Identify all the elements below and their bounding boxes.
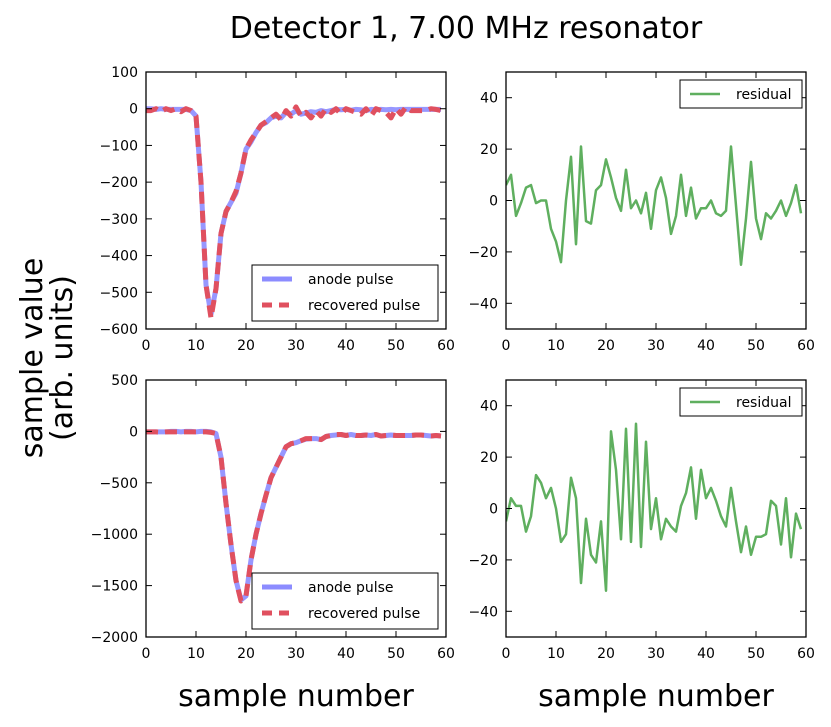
y-tick-label: −600	[100, 322, 138, 338]
panel-bottom-left: 0 10 20 30 40 50 60 500 0 −500 −1000 −1500 −2000 anod…	[91, 373, 455, 662]
x-tick-label: 40	[337, 338, 355, 354]
y-tick-label: −40	[468, 296, 498, 312]
x-tick-label: 60	[797, 646, 815, 662]
x-tick-label: 60	[797, 338, 815, 354]
y-tick-label: −1000	[91, 527, 138, 543]
legend-label: anode pulse	[308, 272, 394, 288]
y-tick-label: −200	[100, 175, 138, 191]
legend-label: recovered pulse	[308, 298, 420, 314]
plot-frame	[505, 71, 807, 330]
x-tick-label: 50	[387, 646, 405, 662]
y-tick-label: 20	[480, 142, 498, 158]
x-tick-label: 10	[547, 338, 565, 354]
y-tick-label: 20	[480, 450, 498, 466]
y-tick-label: −400	[100, 249, 138, 265]
series-line-recovered-pulse	[146, 429, 442, 604]
legend: anode pulse recovered pulse	[251, 572, 439, 630]
y-tick-label: 0	[489, 502, 498, 518]
y-tick-label: −500	[100, 285, 138, 301]
x-tick-label: 0	[502, 646, 511, 662]
x-tick-label: 50	[387, 338, 405, 354]
y-tick-label: −100	[100, 138, 138, 154]
y-tick-label: −500	[100, 476, 138, 492]
panel-top-left: 0 10 20 30 40 50 60 100 0 −100 −200 −300 −400 −500 −60…	[100, 65, 455, 354]
series-line-residual	[506, 145, 803, 267]
legend-label: residual	[736, 395, 791, 411]
y-tick-label: 0	[129, 102, 138, 118]
x-tick-label: 60	[437, 338, 455, 354]
legend: anode pulse recovered pulse	[251, 264, 439, 322]
x-tick-label: 10	[187, 338, 205, 354]
series-group	[146, 104, 442, 321]
series-line-recovered-pulse	[146, 104, 442, 321]
x-tick-label: 10	[187, 646, 205, 662]
y-tick-label: 100	[111, 65, 138, 81]
legend: residual	[679, 387, 803, 417]
y-axis-label-line1: sample value	[15, 258, 50, 459]
legend: residual	[679, 79, 803, 109]
series-line-anode-pulse	[146, 106, 441, 317]
x-tick-label: 50	[747, 338, 765, 354]
x-tick-label: 40	[337, 646, 355, 662]
x-tick-label: 0	[142, 646, 151, 662]
y-tick-label: −2000	[91, 630, 138, 646]
x-tick-label: 30	[647, 646, 665, 662]
series-group	[506, 145, 803, 267]
x-tick-label: 50	[747, 646, 765, 662]
y-tick-label: 40	[480, 399, 498, 415]
x-tick-label: 20	[597, 646, 615, 662]
y-tick-label: 0	[489, 194, 498, 210]
x-tick-label: 60	[437, 646, 455, 662]
y-tick-label: 500	[111, 373, 138, 389]
panel-bottom-right: 0 10 20 30 40 50 60 40 20 0 −20 −40 residual	[468, 379, 815, 662]
x-tick-label: 20	[237, 338, 255, 354]
series-group	[146, 428, 442, 604]
legend-box	[251, 264, 439, 322]
x-tick-label: 30	[287, 646, 305, 662]
series-group	[506, 422, 803, 592]
x-tick-label: 10	[547, 646, 565, 662]
legend-label: anode pulse	[308, 580, 394, 596]
x-tick-label: 20	[237, 646, 255, 662]
legend-label: residual	[736, 87, 791, 103]
x-tick-label: 0	[142, 338, 151, 354]
x-tick-label: 30	[647, 338, 665, 354]
x-tick-label: 40	[697, 338, 715, 354]
y-tick-label: −1500	[91, 579, 138, 595]
x-axis-label-right: sample number	[538, 679, 774, 714]
y-tick-label: −20	[468, 553, 498, 569]
y-tick-label: −20	[468, 245, 498, 261]
figure-title: Detector 1, 7.00 MHz resonator	[230, 11, 703, 46]
y-tick-label: −300	[100, 212, 138, 228]
y-tick-label: 0	[129, 424, 138, 440]
legend-label: recovered pulse	[308, 606, 420, 622]
x-tick-label: 20	[597, 338, 615, 354]
x-tick-label: 40	[697, 646, 715, 662]
x-tick-label: 0	[502, 338, 511, 354]
y-tick-label: 40	[480, 91, 498, 107]
y-axis-label-line2: (arb. units)	[45, 275, 80, 441]
y-tick-label: −40	[468, 604, 498, 620]
panel-top-right: 0 10 20 30 40 50 60 40 20 0 −20 −40 residual	[468, 71, 815, 354]
series-line-residual	[506, 422, 803, 592]
legend-box	[251, 572, 439, 630]
x-axis-label-left: sample number	[178, 679, 414, 714]
x-tick-label: 30	[287, 338, 305, 354]
